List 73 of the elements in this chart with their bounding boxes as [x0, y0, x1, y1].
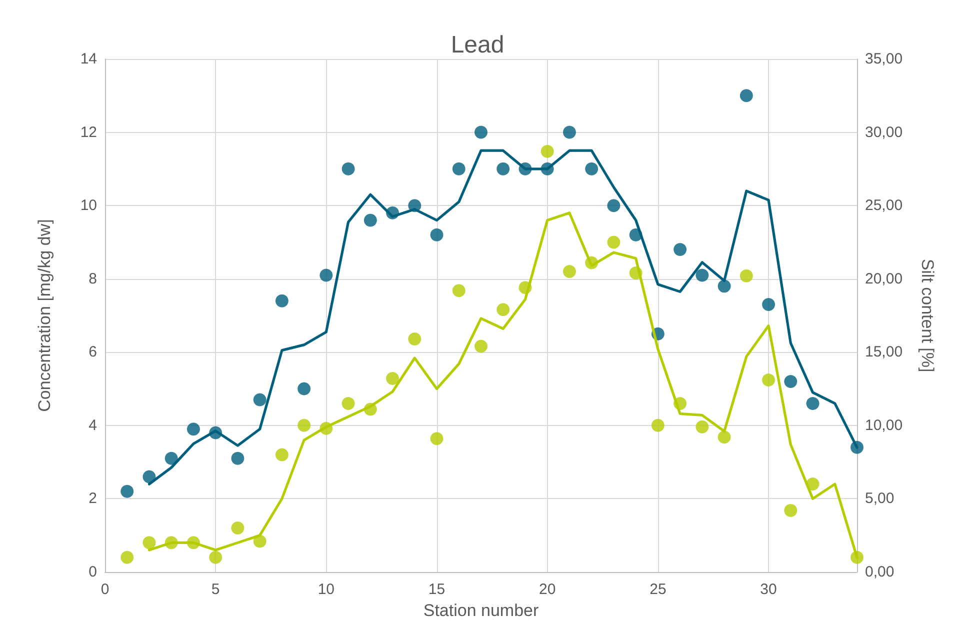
point: [696, 268, 709, 282]
chart-title: Lead: [450, 32, 504, 58]
point: [607, 199, 620, 212]
point: [718, 430, 731, 444]
y-tick-label: 8: [88, 270, 97, 288]
point: [474, 126, 488, 139]
x-tick-label: 25: [650, 581, 666, 598]
x-tick-label: 20: [539, 581, 556, 598]
y2-tick-label: 10,00: [865, 416, 903, 434]
point: [186, 422, 200, 436]
y2-tick-label: 25,00: [865, 197, 903, 214]
x-tick-label: 0: [100, 581, 110, 598]
y2-tick-label: 5,00: [865, 490, 894, 508]
y2-tick-label: 35,00: [865, 50, 903, 68]
y2-tick-label: 0,00: [865, 564, 894, 580]
y-tick-label: 12: [80, 124, 97, 141]
point: [740, 89, 753, 102]
point: [562, 265, 576, 278]
x-tick-label: 15: [428, 581, 446, 598]
point: [408, 332, 422, 346]
point: [718, 280, 731, 293]
point: [696, 420, 709, 434]
x-tick-label: 10: [318, 581, 335, 598]
y2-tick-label: 30,00: [865, 124, 903, 141]
point: [562, 126, 576, 139]
point: [585, 162, 598, 176]
point: [452, 284, 466, 298]
point: [651, 418, 664, 432]
point: [142, 536, 156, 550]
point: [452, 162, 466, 176]
point: [496, 303, 510, 316]
point: [298, 418, 311, 432]
point: [209, 550, 222, 564]
point: [784, 374, 798, 388]
point: [342, 396, 355, 410]
point: [474, 340, 488, 353]
point: [430, 432, 444, 446]
point: [342, 162, 355, 176]
point: [806, 396, 820, 410]
y2-axis-title: Silt content [%]: [918, 258, 937, 372]
point: [231, 452, 244, 465]
point: [275, 294, 288, 308]
point: [540, 144, 554, 158]
point: [430, 228, 444, 242]
point: [364, 214, 377, 227]
point: [120, 484, 134, 498]
y-tick-label: 14: [80, 50, 97, 68]
point: [253, 393, 266, 406]
point: [386, 372, 400, 386]
point: [231, 522, 244, 535]
point: [762, 298, 776, 312]
point: [320, 268, 333, 282]
point: [762, 373, 776, 386]
x-tick-label: 5: [211, 581, 220, 598]
y-tick-label: 10: [80, 197, 97, 214]
point: [298, 382, 311, 396]
y-tick-label: 4: [88, 416, 97, 434]
point: [607, 236, 620, 249]
y2-tick-label: 15,00: [865, 344, 903, 361]
y-tick-label: 2: [88, 490, 97, 508]
point: [275, 448, 288, 462]
point: [784, 504, 798, 517]
y-tick-label: 0: [88, 564, 97, 580]
y-axis-title: Concentration [mg/kg dw]: [35, 219, 54, 412]
point: [164, 452, 178, 465]
point: [120, 550, 134, 564]
point: [496, 162, 510, 176]
point: [674, 243, 687, 256]
y2-tick-label: 20,00: [865, 270, 903, 288]
point: [740, 269, 753, 282]
x-tick-label: 30: [760, 581, 777, 598]
y-tick-label: 6: [88, 344, 97, 361]
x-axis-title: Station number: [423, 600, 539, 620]
